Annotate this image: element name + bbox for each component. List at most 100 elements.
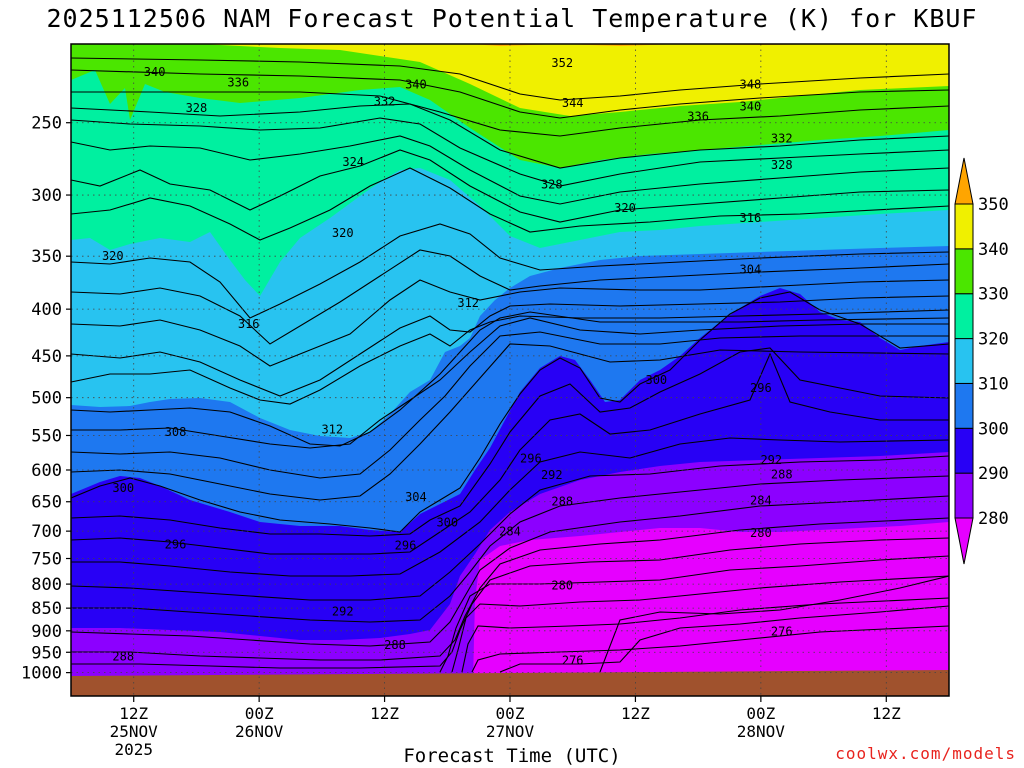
contour-label: 340 bbox=[740, 100, 762, 114]
contour-label: 280 bbox=[551, 579, 573, 593]
y-tick-label: 550 bbox=[31, 426, 62, 446]
y-axis: 250 300 350 400 450 500 550 600 650 700 750 800 850 9… bbox=[21, 114, 71, 684]
contour-label: 336 bbox=[227, 76, 249, 90]
colorbar-below-triangle bbox=[954, 517, 974, 565]
colorbar-band bbox=[954, 248, 974, 295]
colorbar-tick-label: 310 bbox=[978, 374, 1009, 394]
colorbar-tick-label: 320 bbox=[978, 330, 1009, 350]
contour-label: 300 bbox=[645, 373, 667, 387]
colorbar: 350 340 330 320 310 300 290 280 bbox=[954, 157, 1009, 565]
contour-label: 300 bbox=[112, 481, 134, 495]
contour-label: 284 bbox=[499, 525, 521, 539]
y-tick-label: 650 bbox=[31, 493, 62, 513]
contour-label: 284 bbox=[750, 494, 772, 508]
contour-label: 296 bbox=[750, 381, 772, 395]
contour-lines bbox=[71, 57, 949, 673]
x-tick-label: 26NOV bbox=[235, 722, 284, 741]
contour-label: 300 bbox=[436, 516, 458, 530]
contour-label: 276 bbox=[771, 625, 793, 639]
contour-labels: 340 336 340 352 348 332 344 340 328 336 332 324 328 3… bbox=[102, 56, 793, 668]
contour-label: 292 bbox=[760, 453, 782, 467]
colorbar-band bbox=[954, 338, 974, 384]
contour-label: 296 bbox=[520, 452, 542, 466]
y-tick-label: 800 bbox=[31, 575, 62, 595]
x-tick-label: 00Z bbox=[496, 704, 525, 723]
y-tick-label: 900 bbox=[31, 622, 62, 642]
colorbar-tick-label: 330 bbox=[978, 285, 1009, 305]
y-tick-label: 1000 bbox=[21, 664, 62, 684]
x-tick-label: 2025 bbox=[114, 740, 153, 759]
contour-label: 312 bbox=[321, 423, 343, 437]
colorbar-above-triangle bbox=[954, 157, 974, 205]
y-tick-label: 950 bbox=[31, 643, 62, 663]
y-tick-label: 300 bbox=[31, 186, 62, 206]
y-tick-label: 700 bbox=[31, 522, 62, 542]
y-tick-label: 750 bbox=[31, 550, 62, 570]
colorbar-band bbox=[954, 203, 974, 250]
x-tick-label: 00Z bbox=[746, 704, 775, 723]
contour-label: 348 bbox=[740, 77, 762, 91]
y-tick-label: 450 bbox=[31, 347, 62, 367]
y-tick-label: 500 bbox=[31, 389, 62, 409]
contour-label: 292 bbox=[541, 468, 563, 482]
contour-label: 276 bbox=[562, 654, 584, 668]
filled-contour-bands bbox=[71, 44, 949, 696]
contour-label: 344 bbox=[562, 96, 584, 110]
contour-label: 324 bbox=[342, 155, 364, 169]
contour-label: 288 bbox=[771, 468, 793, 482]
chart-title: 2025112506 NAM Forecast Potential Temper… bbox=[46, 4, 978, 33]
contour-label: 280 bbox=[750, 526, 772, 540]
contour-label: 328 bbox=[186, 101, 208, 115]
contour-label: 352 bbox=[551, 56, 573, 70]
x-tick-label: 27NOV bbox=[486, 722, 535, 741]
contour-label: 296 bbox=[395, 539, 417, 553]
x-tick-label: 25NOV bbox=[110, 722, 159, 741]
band-below-280 bbox=[472, 522, 949, 696]
contour-label: 320 bbox=[102, 249, 124, 263]
contour-label: 332 bbox=[374, 95, 396, 109]
contour-label: 340 bbox=[405, 77, 427, 91]
contour-label: 320 bbox=[332, 226, 354, 240]
contour-label: 336 bbox=[687, 109, 709, 123]
watermark: coolwx.com/models bbox=[835, 744, 1016, 763]
contour-label: 304 bbox=[405, 490, 427, 504]
y-tick-label: 400 bbox=[31, 300, 62, 320]
contour-label: 332 bbox=[771, 131, 793, 145]
x-tick-label: 12Z bbox=[872, 704, 901, 723]
y-tick-label: 250 bbox=[31, 114, 62, 134]
contour-label: 312 bbox=[457, 296, 479, 310]
y-tick-label: 600 bbox=[31, 461, 62, 481]
colorbar-band bbox=[954, 382, 974, 429]
x-tick-label: 12Z bbox=[621, 704, 650, 723]
x-tick-label: 12Z bbox=[370, 704, 399, 723]
x-tick-label: 12Z bbox=[119, 704, 148, 723]
contour-label: 340 bbox=[144, 65, 166, 79]
contour-label: 288 bbox=[384, 638, 406, 652]
y-tick-label: 850 bbox=[31, 599, 62, 619]
grid-lines bbox=[71, 44, 949, 696]
colorbar-tick-label: 290 bbox=[978, 464, 1009, 484]
colorbar-band bbox=[954, 427, 974, 474]
colorbar-tick-label: 280 bbox=[978, 509, 1009, 529]
contour-label: 328 bbox=[541, 177, 563, 191]
contour-label: 288 bbox=[112, 649, 134, 663]
contour-label: 320 bbox=[614, 201, 636, 215]
colorbar-tick-label: 350 bbox=[978, 195, 1009, 215]
y-tick-label: 350 bbox=[31, 247, 62, 267]
colorbar-band bbox=[954, 472, 974, 519]
contour-label: 304 bbox=[740, 263, 762, 277]
contour-label: 316 bbox=[740, 211, 762, 225]
contour-label: 288 bbox=[551, 495, 573, 509]
contour-label: 308 bbox=[165, 425, 187, 439]
x-axis-label: Forecast Time (UTC) bbox=[403, 745, 621, 767]
x-tick-label: 00Z bbox=[245, 704, 274, 723]
colorbar-tick-label: 300 bbox=[978, 419, 1009, 439]
colorbar-tick-label: 340 bbox=[978, 240, 1009, 260]
contour-label: 296 bbox=[165, 538, 187, 552]
colorbar-band bbox=[954, 293, 974, 340]
contour-label: 328 bbox=[771, 158, 793, 172]
contour-label: 292 bbox=[332, 604, 354, 618]
x-tick-label: 28NOV bbox=[737, 722, 786, 741]
